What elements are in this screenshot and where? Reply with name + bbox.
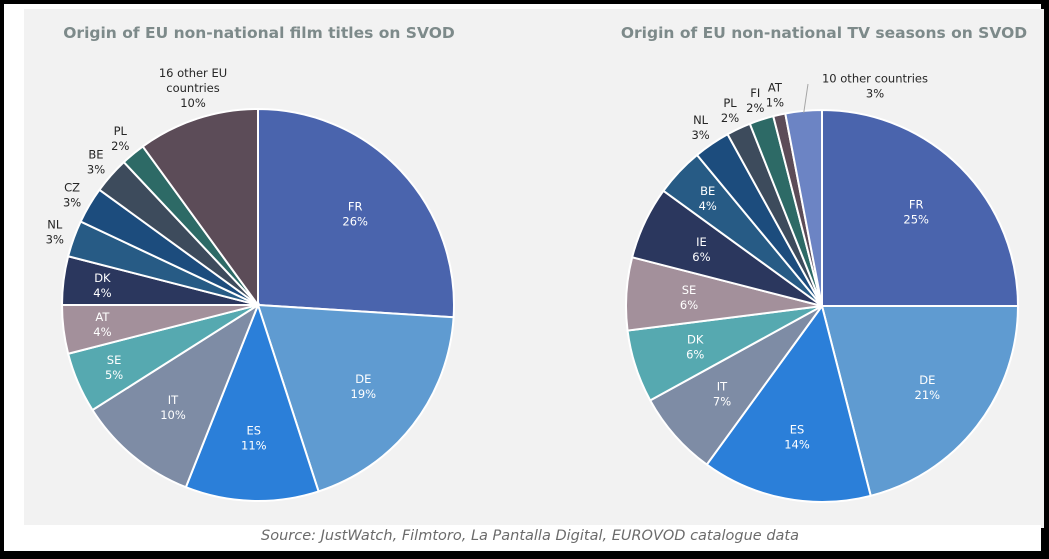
slice-label: SE 5% [105, 353, 123, 382]
slice-name: 10 other countries [822, 72, 928, 86]
slice-value: 2% [746, 101, 764, 115]
slice-name: NL [693, 113, 709, 127]
slice-label: PL 2% [721, 96, 739, 125]
slice-name: IT [168, 393, 179, 407]
slice-label: PL 2% [111, 124, 129, 153]
slice-name: DK [687, 333, 704, 347]
slice-name: SE [682, 283, 697, 297]
slice-value: 5% [105, 368, 123, 382]
slice-label: FR 25% [903, 197, 929, 226]
slice-value: 6% [692, 250, 710, 264]
slice-name: FI [750, 86, 760, 100]
slice-label: IE 6% [692, 235, 710, 264]
slice-name: SE [107, 353, 122, 367]
slice-label: 16 other EU countries 10% [159, 66, 227, 110]
slice-value: 4% [93, 286, 111, 300]
slice-label: DE 19% [351, 372, 377, 401]
slice-name: NL [47, 217, 63, 231]
slice-it [91, 302, 261, 489]
slice-name: ES [790, 422, 805, 436]
slice-label: ES 14% [784, 422, 810, 451]
slice-value: 4% [93, 325, 111, 339]
slice-value: 2% [721, 111, 739, 125]
slice-label: ES 11% [241, 424, 267, 453]
slice-de [820, 305, 1020, 498]
slice-value: 1% [766, 96, 784, 110]
footer-strip [4, 525, 1041, 551]
slice-value: 26% [342, 214, 368, 228]
slice-label: IT 10% [160, 393, 186, 422]
slice-name: AT [768, 81, 783, 95]
slice-label: DE 21% [915, 373, 941, 402]
slice-value: 10% [180, 96, 206, 110]
slice-name: countries [166, 81, 219, 95]
slice-fr [821, 108, 1020, 307]
slice-name: PL [114, 124, 128, 138]
slice-label: NL 3% [691, 113, 709, 142]
tv-chart-title: Origin of EU non-national TV seasons on … [621, 24, 1027, 42]
slice-name: FR [909, 197, 924, 211]
slice-name: DK [94, 271, 111, 285]
slice-value: 21% [915, 388, 941, 402]
slice-value: 3% [46, 232, 64, 246]
slice-name: BE [88, 148, 103, 162]
slice-value: 4% [699, 199, 717, 213]
slice-value: 6% [686, 348, 704, 362]
slice-label: DK 6% [686, 333, 704, 362]
slice-value: 7% [713, 395, 731, 409]
slice-16-other-eu-countries [141, 107, 259, 309]
slice-name: FR [348, 199, 363, 213]
slice-name: BE [700, 184, 715, 198]
slice-name: PL [723, 96, 737, 110]
source-note: Source: JustWatch, Filmtoro, La Pantalla… [261, 528, 799, 544]
slice-value: 3% [63, 196, 81, 210]
slice-value: 2% [111, 139, 129, 153]
tv-pie-chart: FR 25%DE 21%ES 14%IT 7%DK 6%SE 6%IE 6%BE 4%NL 3%P… [625, 72, 1020, 503]
slice-label: AT 4% [93, 310, 111, 339]
slice-label: DK 4% [93, 271, 111, 300]
slice-label: FI 2% [746, 86, 764, 115]
slice-es [705, 303, 872, 503]
slice-label: BE 4% [699, 184, 717, 213]
slice-de [256, 303, 455, 493]
slice-value: 19% [351, 387, 377, 401]
slice-name: IE [696, 235, 707, 249]
slice-label: 10 other countries 3% [822, 72, 928, 101]
slice-label: BE 3% [87, 148, 105, 177]
slice-name: ES [247, 424, 262, 438]
slice-name: CZ [64, 181, 80, 195]
slice-value: 25% [903, 212, 929, 226]
slice-value: 14% [784, 437, 810, 451]
slice-name: AT [95, 310, 110, 324]
leader-line [803, 83, 809, 113]
slice-value: 10% [160, 408, 186, 422]
slice-name: 16 other EU [159, 66, 227, 80]
slice-label: FR 26% [342, 199, 368, 228]
slice-value: 3% [87, 163, 105, 177]
slice-name: DE [355, 372, 371, 386]
slice-value: 6% [680, 298, 698, 312]
slice-value: 3% [691, 128, 709, 142]
film-chart-title: Origin of EU non-national film titles on… [63, 24, 455, 42]
film-pie-chart: FR 26%DE 19%ES 11%IT 10%SE 5%AT 4%DK 4%NL 3%CZ 3%… [46, 66, 455, 502]
slice-label: CZ 3% [63, 181, 81, 210]
slice-label: SE 6% [680, 283, 698, 312]
slice-value: 11% [241, 439, 267, 453]
slice-fr [257, 107, 455, 319]
slice-value: 3% [866, 87, 884, 101]
slice-label: IT 7% [713, 380, 731, 409]
slice-name: DE [919, 373, 935, 387]
slice-name: IT [717, 380, 728, 394]
slice-label: NL 3% [46, 217, 64, 246]
slice-es [184, 302, 320, 502]
slice-label: AT 1% [766, 81, 784, 110]
